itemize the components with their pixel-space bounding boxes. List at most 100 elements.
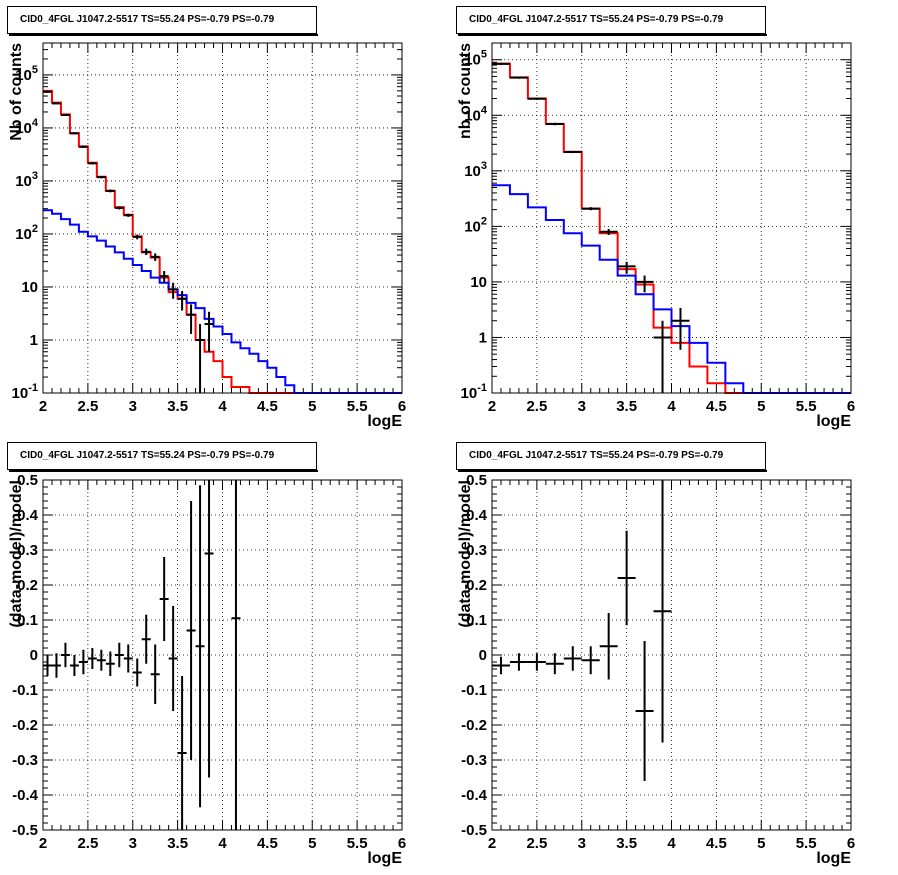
x-tick-label: 2.5: [526, 835, 547, 852]
panel-title-2: CID0_4FGL J1047.2-5517 TS=55.24 PS=-0.79…: [7, 442, 318, 472]
series-0: [492, 62, 851, 394]
y-axis-label: Nb of counts: [8, 43, 25, 141]
y-tick-label: -0.5: [12, 822, 38, 839]
x-tick-label: 3.5: [167, 398, 188, 415]
data-point: [195, 485, 205, 808]
x-tick-label: 2: [488, 398, 496, 415]
data-point: [87, 162, 97, 165]
data-point: [141, 614, 151, 664]
x-axis-label: logE: [367, 850, 402, 867]
data-point: [168, 606, 178, 711]
plot-frame: [42, 479, 403, 831]
data-point: [159, 271, 169, 283]
data-point: [177, 676, 187, 830]
data-point: [78, 145, 88, 148]
data-point: [653, 320, 672, 393]
y-tick-label: -0.2: [12, 717, 38, 734]
x-tick-label: 3: [578, 398, 586, 415]
data-point: [231, 480, 241, 830]
x-tick-label: 3.5: [616, 835, 637, 852]
data-point: [195, 324, 205, 393]
y-tick-label: 0.3: [17, 542, 38, 559]
data-point: [168, 282, 178, 299]
data-point: [69, 655, 79, 676]
data-point: [635, 641, 654, 781]
data-point: [114, 642, 124, 668]
data-point: [563, 150, 582, 154]
data-point: [599, 228, 618, 235]
x-tick-label: 6: [398, 835, 406, 852]
y-tick-label: -0.4: [461, 787, 488, 804]
x-tick-label: 3.5: [167, 835, 188, 852]
x-tick-label: 4.5: [706, 398, 727, 415]
y-tick-label: 1: [30, 332, 38, 349]
histogram-line: [492, 184, 851, 394]
y-tick-label: 103: [464, 160, 487, 180]
panel-title-1: CID0_4FGL J1047.2-5517 TS=55.24 PS=-0.79…: [456, 6, 767, 36]
x-tick-label: 5.5: [796, 835, 817, 852]
y-tick-label: 0.5: [466, 472, 487, 489]
y-tick-label: -0.2: [461, 717, 487, 734]
x-tick-label: 3: [578, 835, 586, 852]
data-point: [545, 122, 564, 126]
x-tick-label: 4: [218, 835, 227, 852]
data-point: [617, 530, 636, 626]
chart-panel-1: 2 2.5 3 3.5 4 4.5 5 5.5 6 10-1 1 10 102 103 104 105 logE…: [457, 42, 855, 430]
data-point: [60, 114, 70, 117]
series-2: [492, 62, 690, 393]
x-tick-label: 5.5: [347, 398, 368, 415]
plot-frame: [491, 479, 852, 831]
x-tick-label: 3: [129, 398, 137, 415]
data-point: [51, 102, 61, 105]
y-tick-label: -0.1: [461, 682, 487, 699]
y-tick-label: 105: [464, 49, 487, 69]
data-point: [159, 557, 169, 641]
y-tick-label: -0.3: [12, 752, 38, 769]
y-tick-label: -0.1: [12, 682, 38, 699]
data-point: [60, 642, 70, 668]
x-tick-label: 2.5: [77, 835, 98, 852]
y-tick-label: 102: [15, 223, 38, 243]
data-point: [492, 656, 510, 675]
data-point: [527, 653, 546, 671]
x-tick-label: 2: [488, 835, 496, 852]
x-tick-label: 5: [308, 398, 316, 415]
grid: [491, 479, 852, 831]
panel-title-0: CID0_4FGL J1047.2-5517 TS=55.24 PS=-0.79…: [7, 6, 318, 36]
data-point: [671, 307, 690, 350]
grid: [42, 479, 403, 831]
data-point: [51, 653, 61, 678]
y-tick-label: 0.2: [17, 577, 38, 594]
data-point: [545, 653, 564, 675]
y-tick-label: 10-1: [461, 382, 487, 402]
x-tick-label: 2: [39, 398, 47, 415]
data-point: [96, 175, 106, 179]
x-tick-label: 4: [667, 835, 676, 852]
chart-panel-2: 2 2.5 3 3.5 4 4.5 5 5.5 6 -0.5 -0.4 -0.3 -0.2 -0.1 0 0.…: [8, 472, 406, 867]
x-tick-label: 2.5: [526, 398, 547, 415]
series-1: [492, 184, 851, 394]
y-tick-label: -0.5: [461, 822, 487, 839]
x-tick-label: 3.5: [616, 398, 637, 415]
data-point: [204, 480, 214, 778]
x-tick-label: 2.5: [77, 398, 98, 415]
x-tick-label: 4: [218, 398, 227, 415]
y-tick-label: 10: [470, 274, 487, 291]
data-point: [599, 613, 618, 680]
chart-panel-3: 2 2.5 3 3.5 4 4.5 5 5.5 6 -0.5 -0.4 -0.3 -0.2 -0.1 0 0.…: [457, 472, 855, 867]
x-tick-label: 5.5: [347, 835, 368, 852]
data-point: [527, 97, 546, 100]
panel-title-3: CID0_4FGL J1047.2-5517 TS=55.24 PS=-0.79…: [456, 442, 767, 472]
data-point: [150, 644, 160, 704]
y-tick-label: 104: [15, 117, 39, 137]
x-tick-label: 4.5: [257, 835, 278, 852]
x-tick-label: 3: [129, 835, 137, 852]
data-point: [617, 261, 636, 274]
y-tick-label: 103: [15, 170, 38, 190]
y-tick-label: 0.1: [17, 612, 38, 629]
data-point: [581, 646, 600, 675]
y-tick-label: 0.2: [466, 577, 487, 594]
x-tick-label: 4.5: [257, 398, 278, 415]
data-point: [123, 644, 133, 673]
y-tick-label: 104: [464, 104, 488, 124]
